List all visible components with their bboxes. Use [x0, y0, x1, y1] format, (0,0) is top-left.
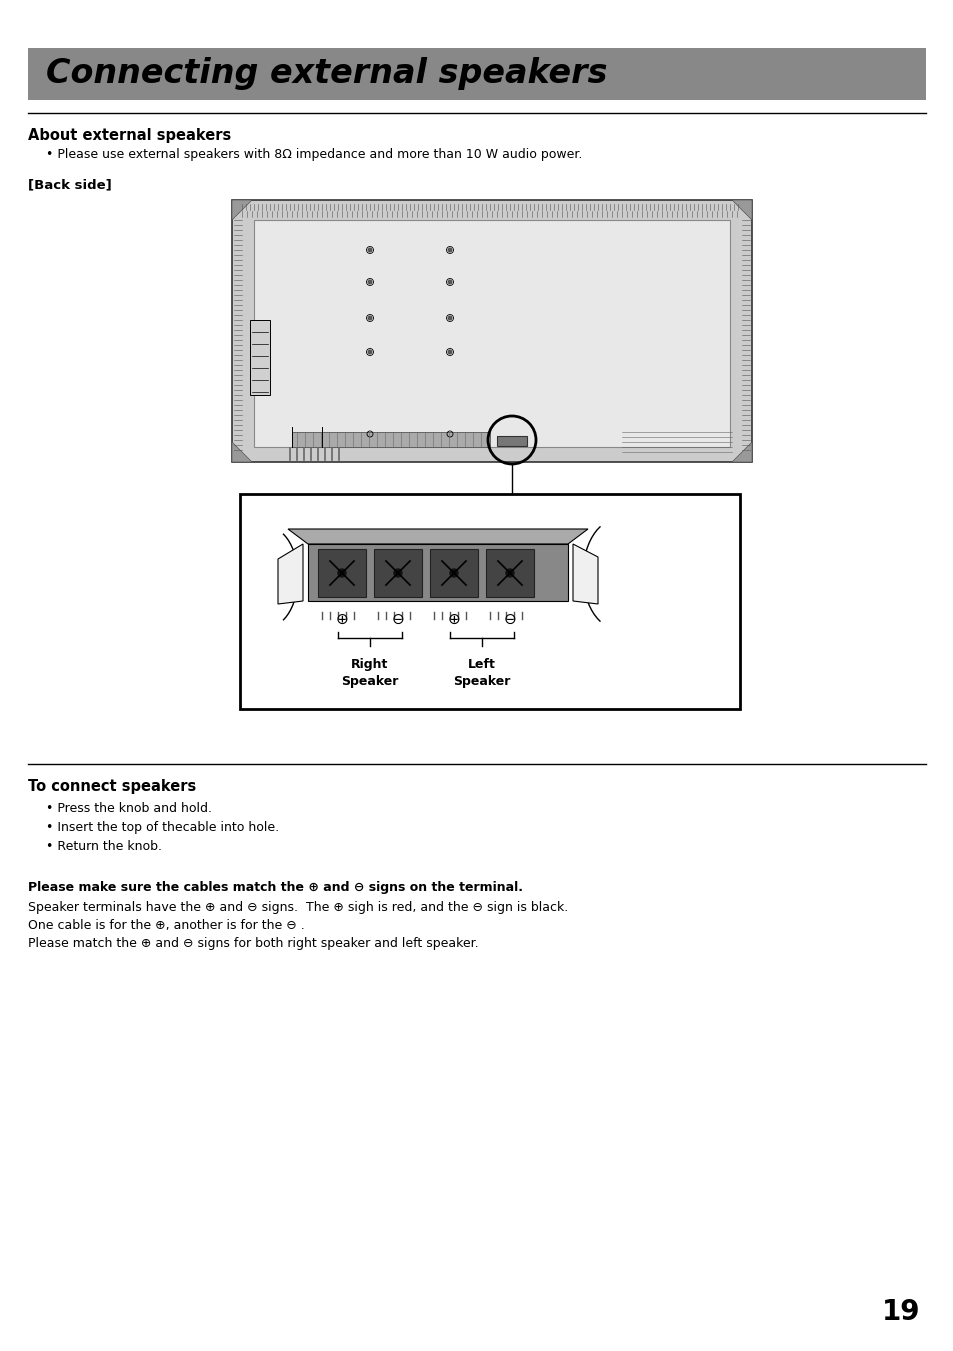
Text: • Press the knob and hold.: • Press the knob and hold. [46, 802, 212, 815]
Text: Speaker terminals have the ⊕ and ⊖ signs.  The ⊕ sigh is red, and the ⊖ sign is : Speaker terminals have the ⊕ and ⊖ signs… [28, 901, 568, 915]
Text: One cable is for the ⊕, another is for the ⊖ .: One cable is for the ⊕, another is for t… [28, 919, 304, 932]
Text: ⊕: ⊕ [335, 612, 348, 627]
Bar [497, 436, 526, 446]
Circle shape [337, 569, 346, 577]
Text: To connect speakers: To connect speakers [28, 780, 196, 794]
Circle shape [505, 569, 514, 577]
Text: Please make sure the cables match the ⊕ and ⊖ signs on the terminal.: Please make sure the cables match the ⊕ … [28, 881, 522, 894]
Polygon shape [277, 544, 303, 604]
Circle shape [394, 569, 401, 577]
Circle shape [367, 350, 372, 354]
Text: Left
Speaker: Left Speaker [453, 658, 510, 688]
Text: • Return the knob.: • Return the knob. [46, 840, 162, 852]
Bar [250, 320, 270, 394]
Text: Right
Speaker: Right Speaker [341, 658, 398, 688]
Bar [28, 49, 925, 100]
Circle shape [447, 316, 452, 320]
Bar [374, 549, 421, 597]
Circle shape [367, 247, 372, 253]
Text: • Insert the top of thecable into hole.: • Insert the top of thecable into hole. [46, 821, 279, 834]
Polygon shape [288, 530, 587, 544]
Text: [Back side]: [Back side] [28, 178, 112, 190]
Circle shape [367, 316, 372, 320]
Text: ⊖: ⊖ [503, 612, 516, 627]
Text: About external speakers: About external speakers [28, 128, 231, 143]
Circle shape [447, 280, 452, 285]
Polygon shape [573, 544, 598, 604]
Text: • Please use external speakers with 8Ω impedance and more than 10 W audio power.: • Please use external speakers with 8Ω i… [46, 149, 581, 161]
Circle shape [450, 569, 457, 577]
Circle shape [367, 280, 372, 285]
Text: Please match the ⊕ and ⊖ signs for both right speaker and left speaker.: Please match the ⊕ and ⊖ signs for both … [28, 938, 478, 950]
Text: ⊕: ⊕ [447, 612, 460, 627]
Bar [430, 549, 477, 597]
Bar [292, 432, 490, 447]
Bar [232, 200, 751, 462]
Text: Connecting external speakers: Connecting external speakers [46, 58, 607, 91]
Polygon shape [232, 200, 252, 220]
Polygon shape [232, 442, 252, 462]
Bar [308, 544, 567, 601]
Text: ⊖: ⊖ [392, 612, 404, 627]
Polygon shape [731, 200, 751, 220]
Circle shape [447, 350, 452, 354]
Polygon shape [731, 442, 751, 462]
Bar [253, 220, 729, 447]
Circle shape [447, 247, 452, 253]
Bar [317, 549, 366, 597]
Bar [240, 494, 740, 709]
Bar [485, 549, 534, 597]
Text: 19: 19 [881, 1298, 919, 1325]
